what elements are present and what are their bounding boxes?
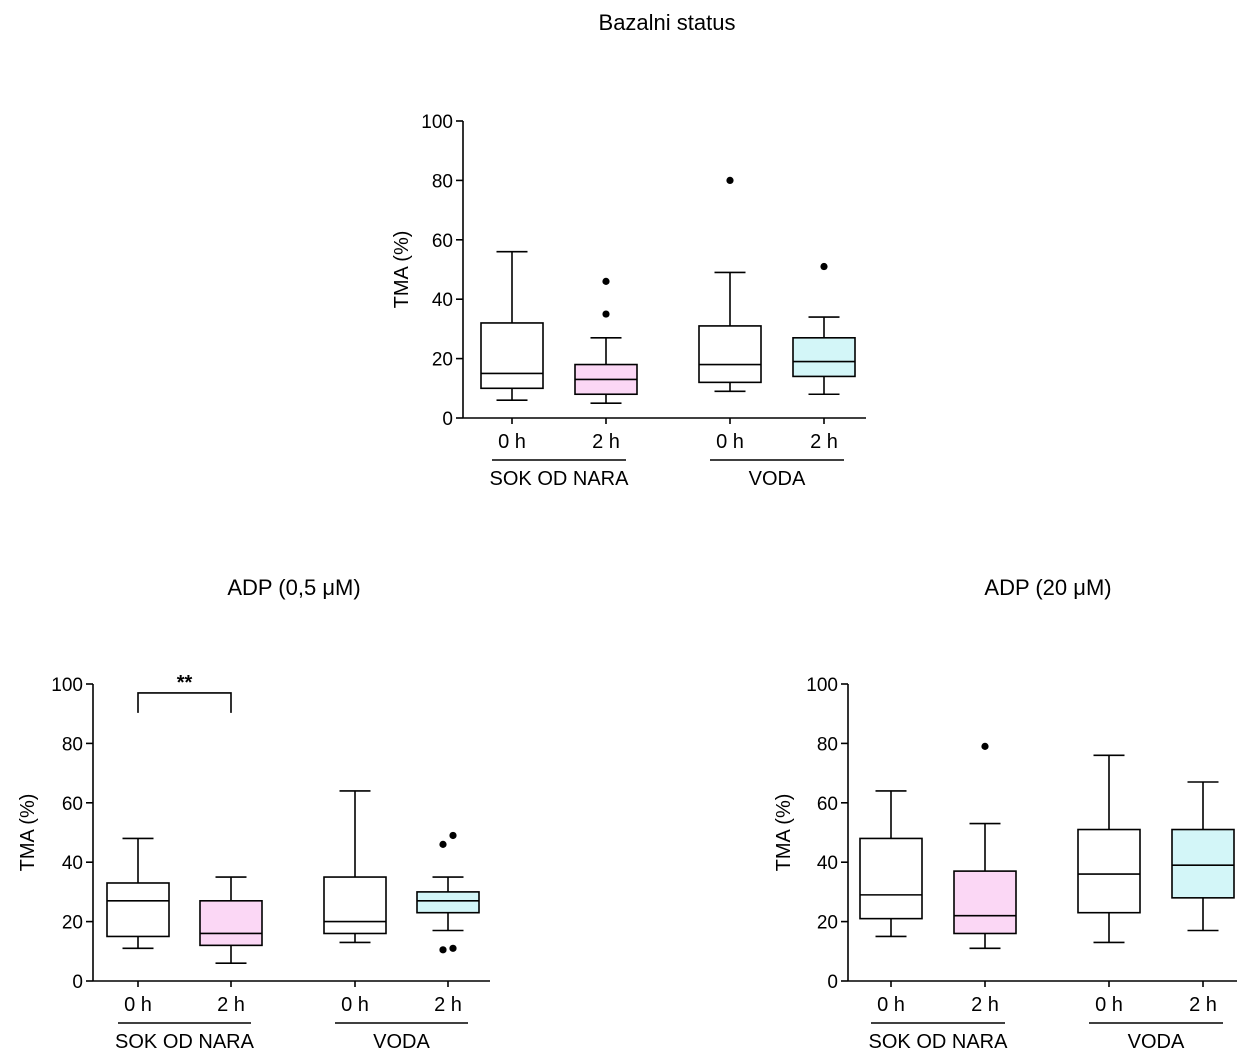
y-tick-label: 100 xyxy=(51,675,83,696)
box-voda-0h: 0 h xyxy=(1077,754,1141,1016)
y-tick-label: 100 xyxy=(806,675,838,696)
y-axis-label: TMA (%) xyxy=(17,794,39,872)
y-tick-label: 0 xyxy=(442,409,453,430)
y-tick-label: 60 xyxy=(817,794,838,815)
y-tick-label: 80 xyxy=(432,171,453,192)
iqr-box xyxy=(106,882,170,938)
outlier-point xyxy=(449,831,457,840)
box-sok-od-nara-0h: 0 h xyxy=(859,790,923,1016)
box-sok-od-nara-2h: 2 h xyxy=(953,742,1017,1016)
box-sok-od-nara-2h: 2 h xyxy=(199,876,263,1016)
y-tick-label: 40 xyxy=(817,853,838,874)
y-tick-label: 40 xyxy=(432,290,453,311)
y-tick-label: 60 xyxy=(432,231,453,252)
y-tick-label: 0 xyxy=(72,972,83,993)
iqr-box xyxy=(416,891,480,914)
group-label: VODA xyxy=(373,1031,430,1053)
box-voda-0h: 0 h xyxy=(698,176,762,453)
y-axis-label: TMA (%) xyxy=(773,794,795,872)
chart-title: Bazalni status xyxy=(599,10,736,35)
group-label: SOK OD NARA xyxy=(115,1031,255,1053)
x-tick-label: 2 h xyxy=(217,994,245,1016)
outlier-point xyxy=(602,310,610,318)
box-voda-2h: 2 h xyxy=(1171,781,1235,1016)
chart-title: ADP (0,5 μM) xyxy=(227,575,360,600)
outlier-point xyxy=(602,277,610,285)
x-tick-label: 0 h xyxy=(341,994,369,1016)
box-voda-2h: 2 h xyxy=(416,831,480,1016)
box-voda-0h: 0 h xyxy=(323,790,387,1016)
y-tick-label: 100 xyxy=(421,112,453,133)
y-tick-label: 60 xyxy=(62,794,83,815)
outlier-point xyxy=(820,262,828,271)
iqr-box xyxy=(1077,828,1141,914)
chart-panel-adp-20: ADP (20 μM) 0 20 40 60 80 100 TMA (%) 0 h 2 h 0 h 2… xyxy=(773,575,1237,1053)
y-tick-label: 0 xyxy=(827,972,838,993)
outlier-point xyxy=(726,176,734,184)
chart-panel-bazalni-status: Bazalni status 0 20 40 60 80 100 TMA (%) 0 h 2 h 0… xyxy=(391,10,866,490)
box-sok-od-nara-2h: 2 h xyxy=(574,277,638,453)
significance-label: ** xyxy=(177,672,193,694)
box-sok-od-nara-0h: 0 h xyxy=(480,250,544,453)
y-tick-label: 20 xyxy=(432,350,453,371)
x-tick-label: 0 h xyxy=(498,431,526,453)
significance-bracket: ** xyxy=(137,672,232,713)
outlier-point xyxy=(981,742,989,750)
group-label: SOK OD NARA xyxy=(869,1031,1009,1053)
x-tick-label: 2 h xyxy=(971,994,999,1016)
y-tick-label: 20 xyxy=(817,913,838,934)
y-axis-label: TMA (%) xyxy=(391,231,413,309)
outlier-point xyxy=(439,840,447,848)
iqr-box xyxy=(859,837,923,920)
iqr-box xyxy=(792,337,856,378)
iqr-box xyxy=(1171,828,1235,899)
x-tick-label: 0 h xyxy=(1095,994,1123,1016)
y-tick-label: 20 xyxy=(62,913,83,934)
y-tick-label: 40 xyxy=(62,853,83,874)
group-label: VODA xyxy=(1128,1031,1185,1053)
outlier-point xyxy=(439,946,447,954)
chart-title: ADP (20 μM) xyxy=(984,575,1111,600)
x-tick-label: 0 h xyxy=(124,994,152,1016)
y-tick-label: 80 xyxy=(817,734,838,755)
iqr-box xyxy=(323,876,387,935)
iqr-box xyxy=(199,900,263,947)
y-tick-label: 80 xyxy=(62,734,83,755)
outlier-point xyxy=(449,944,457,952)
x-tick-label: 2 h xyxy=(810,431,838,453)
x-tick-label: 2 h xyxy=(434,994,462,1016)
box-sok-od-nara-0h: 0 h xyxy=(106,837,170,1016)
x-tick-label: 0 h xyxy=(877,994,905,1016)
bracket-line xyxy=(137,692,232,713)
iqr-box xyxy=(953,870,1017,935)
iqr-box xyxy=(698,325,762,384)
group-label: SOK OD NARA xyxy=(490,468,630,490)
group-label: VODA xyxy=(749,468,806,490)
iqr-box xyxy=(480,322,544,390)
box-voda-2h: 2 h xyxy=(792,262,856,453)
x-tick-label: 2 h xyxy=(1189,994,1217,1016)
x-tick-label: 0 h xyxy=(716,431,744,453)
chart-panel-adp-0-5: ADP (0,5 μM) 0 20 40 60 80 100 TMA (%) 0 h 2 h 0 h… xyxy=(17,575,490,1053)
x-tick-label: 2 h xyxy=(592,431,620,453)
